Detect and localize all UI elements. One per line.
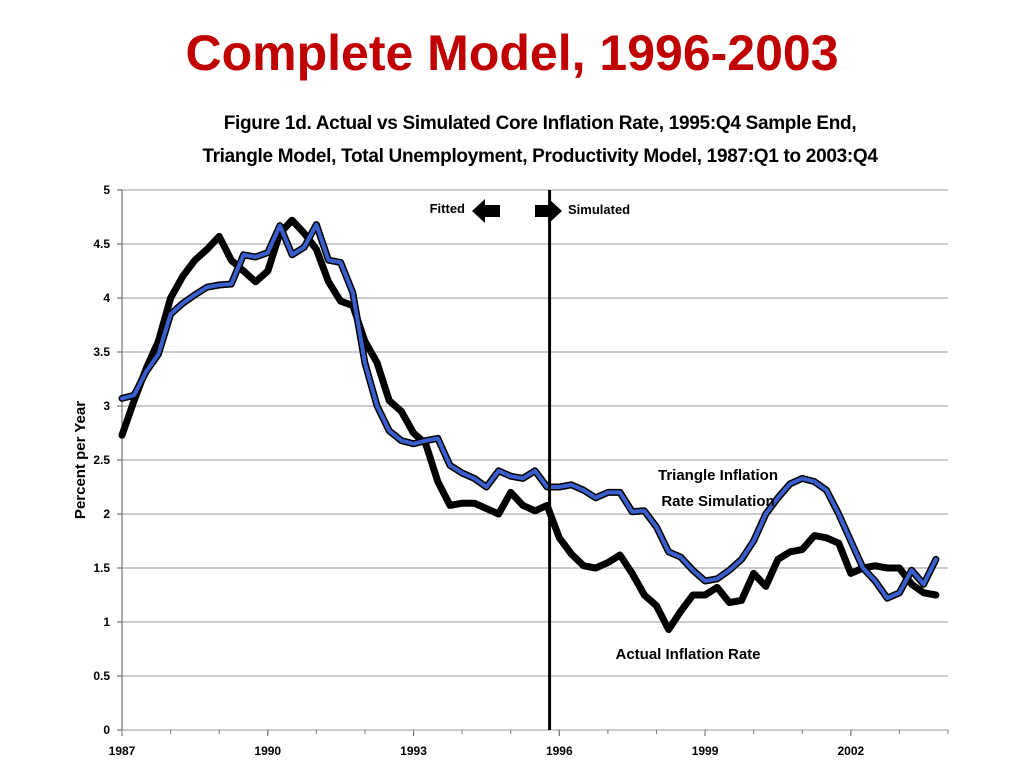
series-simulation-outline [118, 221, 940, 602]
arrow-left-icon [472, 199, 500, 223]
slide-title: Complete Model, 1996-2003 [185, 25, 839, 81]
y-tick-label: 0.5 [93, 669, 110, 683]
y-tick-label: 0 [103, 723, 110, 737]
y-tick-label: 1 [103, 615, 110, 629]
x-tick-labels: 1987 1990 1993 1996 1999 2002 [109, 744, 865, 758]
simulation-series-label-line1: Triangle Inflation [658, 467, 778, 484]
x-tick-label: 1996 [546, 744, 573, 758]
y-tick-label: 4 [103, 291, 110, 305]
x-tick-label: 2002 [837, 744, 864, 758]
series-simulation-line [120, 222, 938, 601]
y-tick-label: 5 [103, 183, 110, 197]
grid-lines [117, 189, 949, 736]
y-tick-label: 1.5 [93, 561, 110, 575]
figure-title-line2: Triangle Model, Total Unemployment, Prod… [202, 146, 878, 167]
x-tick-label: 1987 [109, 744, 136, 758]
simulated-label: Simulated [568, 202, 630, 217]
y-axis-label: Percent per Year [72, 401, 89, 519]
y-tick-label: 3 [103, 399, 110, 413]
series-actual-line [118, 216, 940, 634]
simulation-series-label-line2: Rate Simulation [661, 493, 774, 510]
x-tick-label: 1999 [692, 744, 719, 758]
x-tick-label: 1993 [400, 744, 427, 758]
y-tick-label: 2 [103, 507, 110, 521]
x-tick-label: 1990 [254, 744, 281, 758]
series-lines [118, 216, 940, 634]
arrow-right-icon [535, 199, 562, 223]
y-tick-label: 3.5 [93, 345, 110, 359]
y-tick-labels: 0 0.5 1 1.5 2 2.5 3 3.5 4 4.5 5 [93, 183, 110, 737]
fitted-label: Fitted [430, 201, 465, 216]
figure-title-line1: Figure 1d. Actual vs Simulated Core Infl… [223, 113, 857, 134]
actual-series-label: Actual Inflation Rate [615, 646, 760, 663]
y-tick-label: 2.5 [93, 453, 110, 467]
y-tick-label: 4.5 [93, 237, 110, 251]
